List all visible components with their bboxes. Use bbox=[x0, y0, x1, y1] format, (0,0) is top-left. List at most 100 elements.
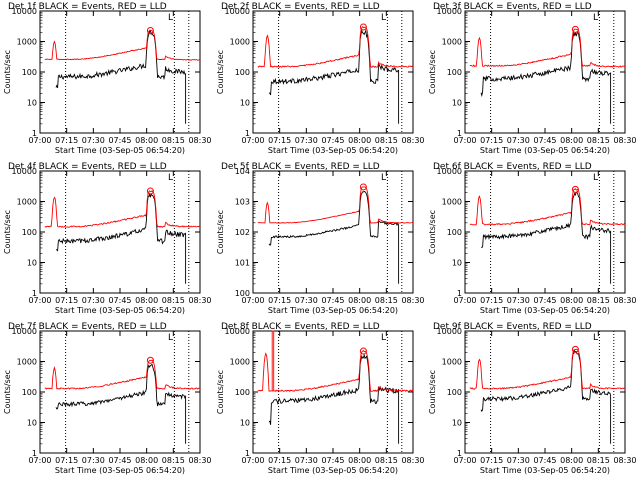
events-series-line bbox=[480, 31, 612, 124]
x-tick-label: 08:00 bbox=[135, 296, 158, 305]
x-tick-label: 08:15 bbox=[587, 136, 610, 145]
events-series-line bbox=[55, 29, 187, 124]
panel-title: Det 1f BLACK = Events, RED = LLD bbox=[8, 2, 167, 12]
y-tick-label: 1 bbox=[32, 129, 37, 138]
lld-series-line bbox=[469, 188, 626, 226]
x-tick-label: 08:00 bbox=[135, 136, 158, 145]
x-tick-label: 08:00 bbox=[560, 456, 583, 465]
panel-axes-frame bbox=[39, 170, 201, 294]
x-tick-label: 08:30 bbox=[188, 136, 211, 145]
panel-corner-label: L bbox=[381, 13, 386, 23]
x-tick-label: 07:45 bbox=[533, 456, 556, 465]
events-series-line bbox=[55, 192, 187, 284]
x-tick-label: 08:30 bbox=[613, 136, 636, 145]
x-tick-label: 08:00 bbox=[560, 296, 583, 305]
x-tick-label: 08:30 bbox=[401, 296, 424, 305]
x-tick-label: 07:45 bbox=[108, 296, 131, 305]
panel-title: Det 9f BLACK = Events, RED = LLD bbox=[433, 322, 592, 332]
lld-peak-marker bbox=[359, 23, 367, 31]
x-tick-label: 07:30 bbox=[295, 456, 318, 465]
x-axis-label: Start Time (03-Sep-05 06:54:20) bbox=[55, 146, 185, 155]
y-tick-label: 100 bbox=[235, 388, 250, 397]
x-tick-label: 07:45 bbox=[108, 456, 131, 465]
y-tick-label: 1 bbox=[245, 129, 250, 138]
panel-title: Det 3f BLACK = Events, RED = LLD bbox=[433, 2, 592, 12]
x-tick-label: 07:00 bbox=[28, 136, 51, 145]
lld-series-line bbox=[44, 359, 201, 390]
events-series-line bbox=[55, 363, 187, 444]
panel-corner-label: L bbox=[168, 333, 173, 343]
x-tick-label: 08:15 bbox=[587, 296, 610, 305]
y-tick-label: 10 bbox=[27, 419, 37, 428]
x-tick-label: 07:00 bbox=[28, 456, 51, 465]
y-tick-label: 1000 bbox=[442, 358, 462, 367]
x-tick-label: 08:15 bbox=[162, 296, 185, 305]
y-tick-label: 10 bbox=[240, 419, 250, 428]
x-tick-label: 08:15 bbox=[375, 136, 398, 145]
y-tick-label: 10 bbox=[27, 259, 37, 268]
y-tick-label: 104 bbox=[235, 167, 250, 176]
x-tick-label: 07:30 bbox=[295, 136, 318, 145]
panel-title: Det 4f BLACK = Events, RED = LLD bbox=[8, 162, 167, 172]
y-tick-label: 1000 bbox=[230, 38, 250, 47]
x-tick-label: 08:00 bbox=[348, 456, 371, 465]
x-tick-label: 07:00 bbox=[28, 296, 51, 305]
panel-title: Det 8f BLACK = Events, RED = LLD bbox=[221, 322, 380, 332]
x-tick-label: 08:30 bbox=[613, 296, 636, 305]
y-tick-label: 101 bbox=[235, 259, 250, 268]
y-tick-label: 100 bbox=[447, 388, 462, 397]
panel-corner-label: L bbox=[381, 333, 386, 343]
panel-axes-frame bbox=[252, 170, 414, 294]
y-tick-label: 1000 bbox=[17, 38, 37, 47]
panel-corner-label: L bbox=[593, 173, 598, 183]
panel-title: Det 6f BLACK = Events, RED = LLD bbox=[433, 162, 592, 172]
y-tick-label: 100 bbox=[22, 228, 37, 237]
x-tick-label: 07:00 bbox=[241, 456, 264, 465]
x-axis-label: Start Time (03-Sep-05 06:54:20) bbox=[268, 466, 398, 475]
x-tick-label: 08:00 bbox=[560, 136, 583, 145]
lld-peak-marker bbox=[571, 345, 579, 353]
x-tick-label: 08:00 bbox=[135, 456, 158, 465]
y-tick-label: 103 bbox=[235, 198, 250, 207]
y-tick-label: 1 bbox=[457, 129, 462, 138]
x-axis-label: Start Time (03-Sep-05 06:54:20) bbox=[268, 306, 398, 315]
y-tick-label: 10 bbox=[452, 99, 462, 108]
y-axis-label: Counts/sec bbox=[216, 50, 225, 94]
x-tick-label: 07:30 bbox=[507, 136, 530, 145]
y-tick-label: 100 bbox=[235, 68, 250, 77]
x-tick-label: 07:45 bbox=[533, 296, 556, 305]
y-tick-label: 1000 bbox=[230, 358, 250, 367]
x-tick-label: 07:00 bbox=[453, 136, 476, 145]
x-tick-label: 07:15 bbox=[480, 456, 503, 465]
y-axis-label: Counts/sec bbox=[428, 210, 437, 254]
x-tick-label: 07:45 bbox=[108, 136, 131, 145]
y-tick-label: 10 bbox=[240, 99, 250, 108]
y-tick-label: 1000 bbox=[442, 38, 462, 47]
panel-corner-label: L bbox=[168, 173, 173, 183]
x-tick-label: 07:30 bbox=[82, 456, 105, 465]
panel-title: Det 5f BLACK = Events, RED = LLD bbox=[221, 162, 380, 172]
x-tick-label: 07:30 bbox=[507, 296, 530, 305]
lld-extra-spike bbox=[271, 330, 275, 391]
panel-title: Det 2f BLACK = Events, RED = LLD bbox=[221, 2, 380, 12]
y-tick-label: 10000 bbox=[12, 7, 37, 16]
x-tick-label: 08:00 bbox=[348, 136, 371, 145]
x-tick-label: 07:15 bbox=[480, 296, 503, 305]
y-tick-label: 1 bbox=[32, 449, 37, 458]
lld-peak-marker bbox=[146, 187, 154, 195]
y-tick-label: 1 bbox=[457, 449, 462, 458]
x-tick-label: 07:15 bbox=[268, 136, 291, 145]
y-tick-label: 100 bbox=[235, 289, 250, 298]
lld-peak-marker bbox=[146, 356, 154, 364]
events-series-line bbox=[268, 29, 400, 124]
lld-peak-marker bbox=[571, 25, 579, 33]
panel-axes-frame bbox=[464, 170, 626, 294]
x-tick-label: 08:15 bbox=[587, 456, 610, 465]
x-tick-label: 07:15 bbox=[55, 456, 78, 465]
